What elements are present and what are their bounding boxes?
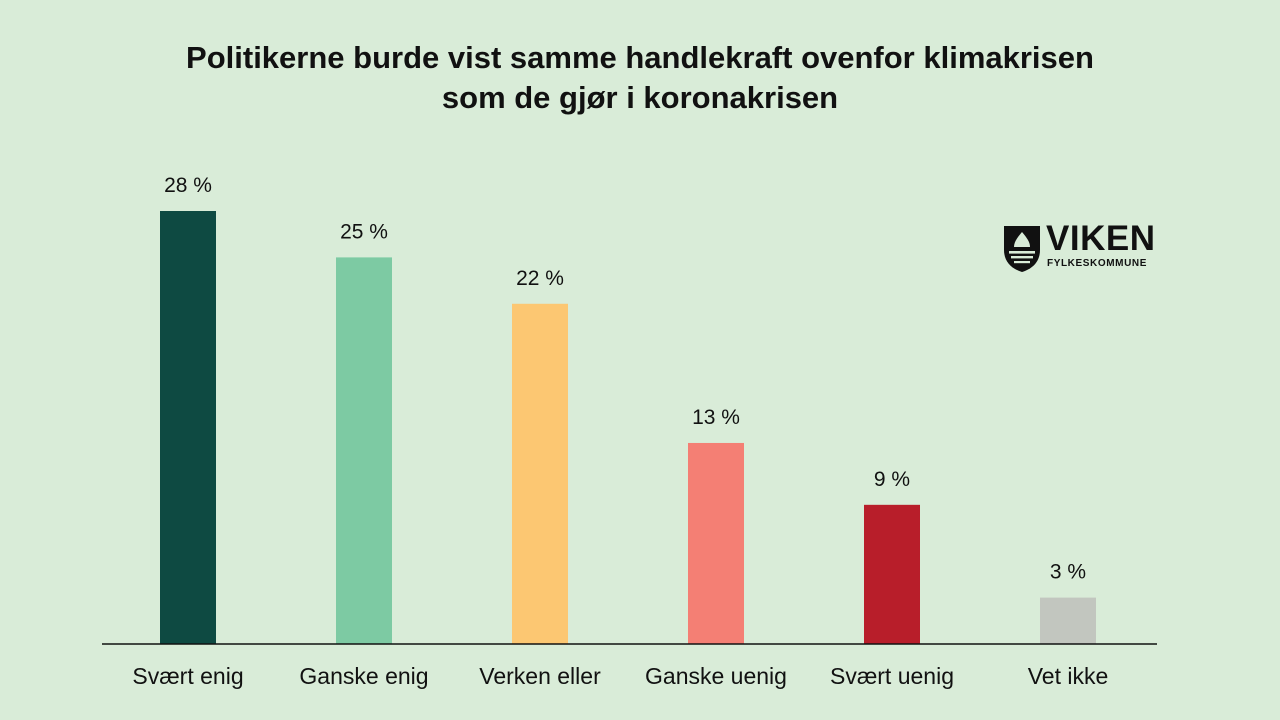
bar-4 [864,504,920,644]
category-label-5: Vet ikke [1028,663,1109,689]
category-label-3: Ganske uenig [645,663,787,689]
chart-title-line-2: som de gjør i koronakrisen [441,80,839,115]
logo-wordmark: VIKEN [1046,219,1156,258]
viken-shield-icon [1004,226,1040,272]
value-label-4: 9 % [874,468,910,491]
value-label-5: 3 % [1050,561,1086,584]
value-label-3: 13 % [692,406,740,429]
value-labels-group: 28 % 25 % 22 % 13 % 9 % 3 % [164,174,1086,584]
logo-subtitle: FYLKESKOMMUNE [1047,258,1148,269]
category-label-1: Ganske enig [299,663,428,689]
value-label-0: 28 % [164,174,212,197]
viken-logo: VIKEN FYLKESKOMMUNE [1000,219,1170,278]
value-label-2: 22 % [516,267,564,290]
category-label-4: Svært uenig [830,663,954,689]
bar-0 [160,211,216,644]
bar-2 [512,303,568,644]
bar-1 [336,257,392,644]
category-label-0: Svært enig [132,663,243,689]
bar-5 [1040,597,1096,644]
value-label-1: 25 % [340,220,388,243]
bars-group [160,211,1096,644]
chart-title: Politikerne burde vist samme handlekraft… [0,38,1280,118]
category-label-2: Verken eller [479,663,601,689]
bar-3 [688,442,744,644]
chart-title-line-1: Politikerne burde vist samme handlekraft… [186,40,1094,75]
category-labels-group: Svært enig Ganske enig Verken eller Ganske … [132,663,1108,689]
